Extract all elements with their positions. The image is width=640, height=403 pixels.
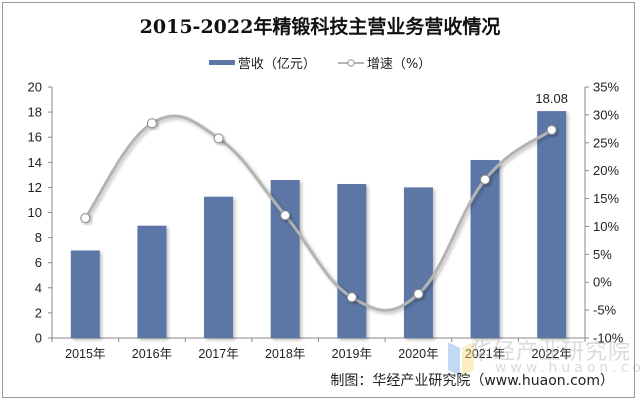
right-axis-tick-label: 25% <box>593 135 619 150</box>
right-axis-tick-label: -10% <box>593 331 624 346</box>
legend-item-growth: 增速（%） <box>337 53 432 72</box>
growth-marker <box>280 210 291 221</box>
growth-line-path <box>84 114 553 312</box>
left-axis-tick-label: 20 <box>28 80 42 95</box>
x-axis-tick-label: 2019年 <box>332 347 372 361</box>
chart-title: 2015-2022年精锻科技主营业务营收情况 <box>139 16 501 38</box>
x-axis-tick-label: 2017年 <box>198 347 238 361</box>
left-axis-tick-label: 0 <box>35 331 42 346</box>
watermark-logo-icon <box>448 342 474 376</box>
revenue-bar <box>470 160 500 338</box>
growth-marker <box>546 124 557 135</box>
revenue-bar <box>137 225 167 338</box>
left-y-axis: 0 2 4 6 8 10 12 14 16 18 20 <box>28 80 53 346</box>
left-axis-tick-label: 8 <box>35 230 42 245</box>
x-axis-tick-label: 2022年 <box>532 347 572 361</box>
growth-line <box>80 114 557 312</box>
legend-bar-swatch-icon <box>208 60 235 65</box>
revenue-bar <box>270 179 300 338</box>
source-footer: 制图：华经产业研究院（www.huaon.com） <box>330 373 614 389</box>
watermark-text: 华经产业研究院 <box>470 340 632 365</box>
right-axis-tick-label: 10% <box>593 219 619 234</box>
revenue-bars <box>70 111 567 338</box>
right-axis-tick-label: 30% <box>593 107 619 122</box>
watermark-url: www.huaon.com <box>495 360 640 376</box>
x-axis-tick-label: 2021年 <box>465 347 505 361</box>
left-axis-tick-label: 14 <box>28 155 42 170</box>
x-axis: 2015年 2016年 2017年 2018年 2019年 2020年 2021年 2022年 <box>51 337 586 361</box>
growth-marker <box>346 292 357 303</box>
legend-line-marker-icon <box>337 58 364 67</box>
revenue-bar <box>70 250 100 338</box>
data-label: 18.08 <box>535 91 568 106</box>
right-axis-tick-label: 15% <box>593 191 619 206</box>
growth-marker <box>213 133 224 144</box>
growth-marker <box>413 288 424 299</box>
chart-frame <box>2 2 635 398</box>
left-axis-tick-label: 18 <box>28 105 42 120</box>
right-y-axis: -10% -5% 0% 5% 10% 15% 20% 25% 30% 35% <box>584 80 624 346</box>
right-axis-tick-label: -5% <box>593 303 617 318</box>
left-axis-tick-label: 16 <box>28 130 42 145</box>
legend-item-revenue: 营收（亿元） <box>208 53 316 72</box>
x-axis-tick-label: 2020年 <box>398 347 438 361</box>
legend-label-growth: 增速（%） <box>366 57 432 72</box>
growth-marker <box>146 118 157 129</box>
right-axis-tick-label: 0% <box>593 275 612 290</box>
revenue-bar <box>537 111 567 338</box>
left-axis-tick-label: 2 <box>35 305 42 320</box>
x-axis-tick-label: 2016年 <box>132 347 172 361</box>
x-axis-tick-label: 2015年 <box>65 347 105 361</box>
right-axis-tick-label: 35% <box>593 80 619 95</box>
data-labels: 18.08 <box>535 91 568 106</box>
chart-legend: 营收（亿元） 增速（%） <box>0 53 640 72</box>
revenue-bar <box>403 187 433 338</box>
left-axis-tick-label: 12 <box>28 180 42 195</box>
growth-marker <box>480 174 491 185</box>
revenue-bar <box>337 184 367 338</box>
left-axis-tick-label: 4 <box>35 280 42 295</box>
x-axis-tick-label: 2018年 <box>265 347 305 361</box>
legend-label-revenue: 营收（亿元） <box>237 57 316 72</box>
right-axis-tick-label: 20% <box>593 163 619 178</box>
left-axis-tick-label: 10 <box>28 205 42 220</box>
left-axis-tick-label: 6 <box>35 255 42 270</box>
right-axis-tick-label: 5% <box>593 247 612 262</box>
growth-marker <box>80 213 91 224</box>
revenue-bar <box>204 196 234 338</box>
